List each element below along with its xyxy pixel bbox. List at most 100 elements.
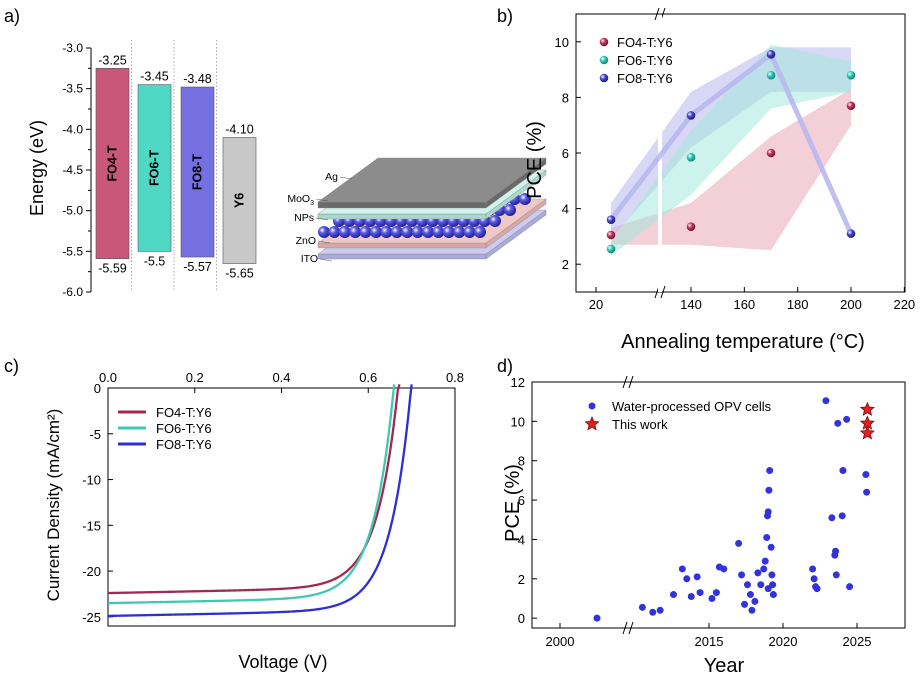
energy-bar-fo6-t xyxy=(137,84,172,252)
nanoparticle-ball xyxy=(489,215,501,227)
water-processed-point xyxy=(846,583,854,591)
panel-d-y-tick-label: 12 xyxy=(511,375,525,390)
panel-b-ylabel: PCE (%) xyxy=(524,121,546,199)
jv-curve-1 xyxy=(107,384,396,605)
energy-homo-label: -5.57 xyxy=(183,260,212,274)
panel-b-band xyxy=(611,89,851,251)
water-processed-point xyxy=(769,591,777,599)
nanoparticle-ball xyxy=(318,226,330,238)
device-layer-label: MoO3 xyxy=(287,193,314,207)
panel-b-label: b) xyxy=(497,6,513,26)
water-processed-point xyxy=(828,514,836,522)
energy-homo-label: -5.5 xyxy=(144,254,166,268)
panel-a-y-tick-label: -3.5 xyxy=(62,82,83,96)
nanoparticle-ball xyxy=(338,226,351,238)
energy-bar-y6 xyxy=(222,137,257,264)
ag-layer-top xyxy=(317,157,547,203)
water-processed-point xyxy=(678,565,686,573)
panel-b-x-tick-label: 160 xyxy=(733,297,755,312)
panel-d-ylabel: PCE (%) xyxy=(502,464,524,542)
water-processed-point xyxy=(810,575,818,583)
panel-d-y-tick-label: 2 xyxy=(518,572,525,587)
axis-break-mark xyxy=(654,7,660,21)
panel-c-xlabel: Voltage (V) xyxy=(238,652,327,672)
water-processed-point xyxy=(712,589,720,597)
device-layer-leader xyxy=(315,198,329,202)
water-processed-point xyxy=(863,488,871,496)
nanoparticle-ball xyxy=(519,193,531,205)
panel-c-y-tick-label: -25 xyxy=(82,610,101,625)
panel-c-label: c) xyxy=(4,356,19,376)
panel-b-point xyxy=(606,230,616,240)
water-processed-point xyxy=(751,597,759,605)
legend-label: FO8-T:Y6 xyxy=(156,437,212,452)
panel-c-y-tick-label: -20 xyxy=(82,564,101,579)
panel-b-x-tick-label: 140 xyxy=(680,297,702,312)
nanoparticle-ball xyxy=(422,226,434,238)
zno-layer-front xyxy=(317,242,487,249)
jv-curve-0 xyxy=(107,384,401,595)
energy-bar-name: FO6-T xyxy=(148,150,162,186)
panel-b-x-tick-label: 20 xyxy=(589,297,603,312)
water-processed-point xyxy=(834,419,842,427)
water-processed-point xyxy=(757,581,765,589)
water-processed-point xyxy=(649,608,657,616)
panel-a-y-tick-label: -4.0 xyxy=(62,122,83,136)
legend-label: Water-processed OPV cells xyxy=(612,399,772,414)
panel-c-y-tick-label: -5 xyxy=(89,427,101,442)
panel-b-xlabel: Annealing temperature (°C) xyxy=(621,331,865,353)
panel-b-point xyxy=(846,229,856,238)
legend-label: This work xyxy=(612,417,668,432)
water-processed-point xyxy=(741,600,749,608)
water-processed-point xyxy=(693,573,701,581)
panel-a-y-tick-label: -5.5 xyxy=(62,244,83,258)
water-processed-point xyxy=(832,547,840,555)
panel-d-x-tick-label: 2025 xyxy=(843,634,872,649)
ag-layer-front xyxy=(317,201,487,209)
energy-lumo-label: -3.48 xyxy=(183,72,212,86)
water-processed-point xyxy=(669,591,677,599)
energy-lumo-label: -4.10 xyxy=(225,122,254,136)
panel-c-x-tick-label: 0.6 xyxy=(359,370,377,385)
water-processed-point xyxy=(765,486,773,494)
panel-d-x-tick-label: 2020 xyxy=(769,634,798,649)
legend-marker-circle xyxy=(588,402,596,410)
panel-c-y-tick-label: 0 xyxy=(94,381,101,396)
energy-bar-fo8-t xyxy=(180,86,215,258)
panel-b-point xyxy=(686,111,696,120)
water-processed-point xyxy=(708,594,716,602)
device-layer-leader xyxy=(317,240,331,244)
water-processed-point xyxy=(738,571,746,579)
water-processed-point xyxy=(683,575,691,583)
panel-b: b) Annealing temperature (°C) PCE (%) 20… xyxy=(497,6,915,353)
nanoparticle-ball xyxy=(432,226,445,238)
legend-label: FO6-T:Y6 xyxy=(617,53,673,68)
water-processed-point xyxy=(832,571,840,579)
panel-d-x-tick-label: 2000 xyxy=(546,634,575,649)
nanoparticle-ball xyxy=(453,226,466,238)
device-layer-label: ZnO xyxy=(296,235,316,247)
panel-c: c) Voltage (V) Current Density (mA/cm²) … xyxy=(4,356,464,672)
panel-b-y-tick-label: 2 xyxy=(562,257,569,272)
panel-c-x-tick-label: 0.0 xyxy=(99,370,117,385)
water-processed-point xyxy=(743,581,751,589)
this-work-star xyxy=(859,425,875,440)
nanoparticle-ball xyxy=(390,226,403,238)
water-processed-point xyxy=(767,543,775,551)
axis-break-mark xyxy=(660,285,666,299)
panel-b-point xyxy=(606,215,616,225)
nanoparticle-ball xyxy=(359,226,372,238)
nanoparticle-ball xyxy=(411,226,424,238)
nanoparticle-ball xyxy=(463,226,476,238)
panel-d-y-tick-label: 8 xyxy=(518,454,525,469)
panel-a-y-tick-label: -4.5 xyxy=(62,163,83,177)
panel-b-y-tick-label: 4 xyxy=(562,202,569,217)
device-layer-leader xyxy=(319,258,333,262)
energy-bar-name: FO8-T xyxy=(191,154,205,190)
water-processed-point xyxy=(761,557,769,565)
water-processed-point xyxy=(754,569,762,577)
panel-b-x-tick-label: 180 xyxy=(787,297,809,312)
water-processed-point xyxy=(638,603,646,611)
panel-d-y-tick-label: 0 xyxy=(518,611,525,626)
